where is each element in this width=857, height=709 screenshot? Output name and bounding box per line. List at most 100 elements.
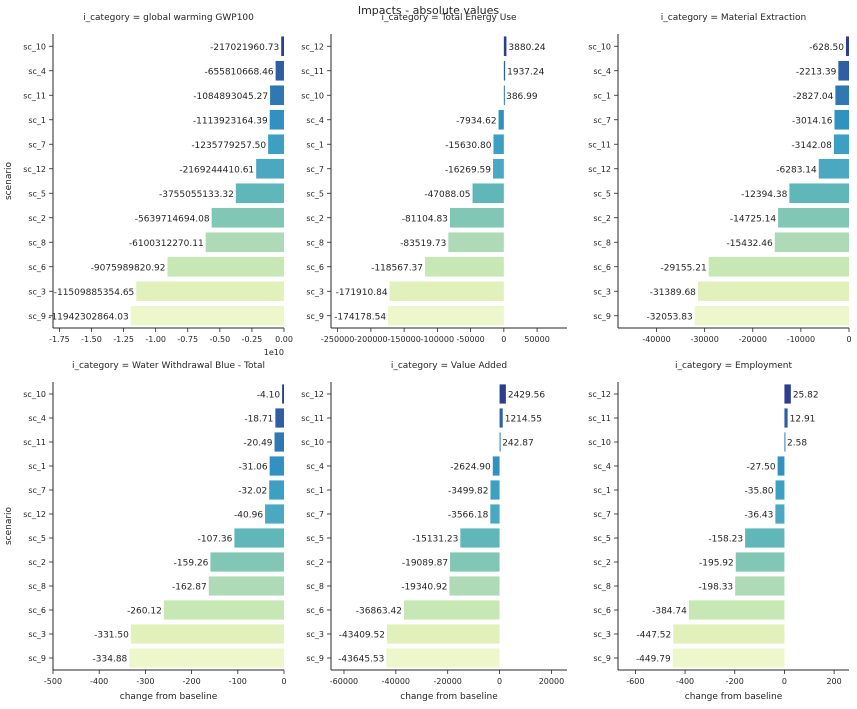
data-label: -2213.39 — [796, 67, 837, 77]
x-tick-label: -60000 — [330, 677, 358, 686]
panel-title: i_category = Water Withdrawal Blue - Tot… — [72, 361, 265, 371]
x-tick-label: -50000 — [456, 335, 484, 344]
facet-panel-1: i_category = global warming GWP100 sc_10 -… — [4, 13, 293, 357]
data-label: -18.71 — [244, 415, 273, 425]
bar — [818, 158, 849, 179]
bar — [735, 576, 785, 596]
bar — [425, 256, 504, 277]
x-axis-label: change from baseline — [400, 692, 498, 702]
data-label: 1214.55 — [505, 415, 542, 425]
category-label: sc_1 — [593, 486, 611, 495]
bar — [673, 624, 785, 644]
bar — [490, 480, 500, 500]
category-label: sc_3 — [28, 287, 46, 296]
bar — [163, 600, 284, 620]
bar — [789, 183, 849, 204]
x-tick-label: -500 — [44, 677, 62, 686]
data-label: -2827.04 — [793, 92, 834, 102]
bar — [265, 504, 284, 524]
category-label: sc_6 — [306, 606, 324, 615]
data-label: -107.36 — [198, 535, 233, 545]
bar — [493, 134, 504, 155]
bar — [389, 281, 504, 302]
data-label: -40.96 — [234, 511, 263, 521]
bar — [838, 60, 849, 81]
bar — [269, 456, 284, 476]
facet-panel-5: i_category = Value Added sc_12 2429.56 sc_1… — [301, 361, 567, 702]
data-label: 2.58 — [787, 439, 807, 449]
bar — [269, 480, 284, 500]
category-label: sc_8 — [28, 582, 46, 591]
category-label: sc_1 — [28, 462, 46, 471]
data-label: -35.80 — [745, 487, 774, 497]
bar — [834, 109, 849, 130]
data-label: 2429.56 — [508, 391, 545, 401]
y-axis-label: scenario — [4, 506, 14, 545]
bar — [784, 432, 786, 452]
bar — [130, 624, 284, 644]
x-tick-label: -1.50 — [81, 335, 102, 344]
bar — [499, 384, 506, 404]
category-label: sc_11 — [588, 140, 611, 149]
bar — [234, 528, 284, 548]
category-label: sc_10 — [23, 390, 46, 399]
x-tick-label: -1.25 — [113, 335, 134, 344]
data-label: -4.10 — [257, 391, 281, 401]
category-label: sc_11 — [588, 414, 611, 423]
bar — [498, 109, 504, 130]
category-label: sc_4 — [306, 462, 324, 471]
data-label: -20.49 — [244, 439, 273, 449]
bar — [735, 552, 785, 572]
category-label: sc_10 — [588, 438, 611, 447]
data-label: -9075989820.92 — [91, 263, 166, 273]
category-label: sc_7 — [28, 140, 46, 149]
x-tick-label: 200 — [826, 677, 841, 686]
bar — [449, 207, 504, 228]
category-label: sc_8 — [306, 582, 324, 591]
category-label: sc_12 — [301, 390, 324, 399]
data-label: -118567.37 — [371, 263, 423, 273]
x-offset-label: 1e10 — [264, 348, 284, 357]
bar — [774, 232, 849, 253]
category-label: sc_4 — [306, 116, 324, 125]
data-label: -31389.68 — [650, 288, 696, 298]
category-label: sc_7 — [306, 510, 324, 519]
category-label: sc_9 — [593, 654, 611, 663]
bar — [775, 504, 785, 524]
category-label: sc_3 — [306, 287, 324, 296]
data-label: -3142.08 — [791, 141, 832, 151]
category-label: sc_1 — [306, 140, 324, 149]
category-label: sc_4 — [28, 67, 46, 76]
x-tick-label: 50000 — [524, 335, 549, 344]
bar — [503, 60, 506, 81]
category-label: sc_8 — [306, 238, 324, 247]
category-label: sc_8 — [593, 238, 611, 247]
bar — [784, 384, 791, 404]
bar — [694, 305, 849, 326]
data-label: -14725.14 — [730, 214, 776, 224]
x-tick-label: -1.00 — [145, 335, 166, 344]
bar — [490, 504, 500, 524]
data-label: -1084893045.27 — [193, 92, 268, 102]
category-label: sc_5 — [306, 189, 324, 198]
bar — [775, 480, 785, 500]
category-label: sc_9 — [28, 654, 46, 663]
data-label: -19089.87 — [402, 559, 448, 569]
category-label: sc_8 — [28, 238, 46, 247]
category-label: sc_4 — [28, 414, 46, 423]
data-label: 242.87 — [502, 439, 534, 449]
bar — [129, 648, 284, 668]
x-tick-label: -400 — [676, 677, 694, 686]
bar — [388, 305, 504, 326]
x-tick-label: -200000 — [354, 335, 387, 344]
data-label: -43409.52 — [339, 631, 385, 641]
panel-title: i_category = global warming GWP100 — [83, 13, 254, 23]
bar — [460, 528, 500, 548]
data-label: -15630.80 — [445, 141, 491, 151]
x-tick-label: 0 — [782, 677, 787, 686]
data-label: -3499.82 — [448, 487, 488, 497]
data-label: -47088.05 — [424, 190, 470, 200]
category-label: sc_3 — [593, 287, 611, 296]
